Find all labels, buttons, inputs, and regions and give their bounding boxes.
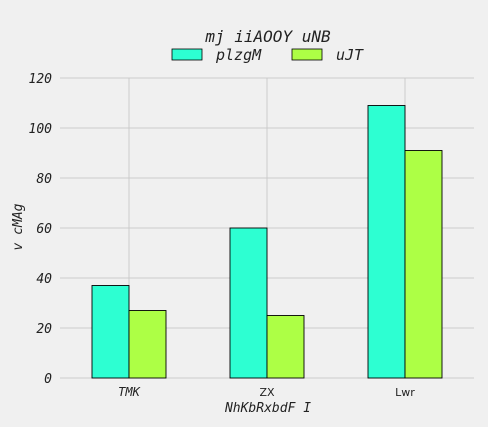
bar-uJT-Lwr	[404, 150, 443, 379]
y-axis-label: v cMAg	[11, 203, 26, 250]
y-tick-label: 40	[36, 272, 52, 287]
x-tick-label: TMK	[118, 385, 140, 399]
y-tick-label: 20	[36, 322, 52, 337]
bars	[91, 105, 443, 379]
y-tick-label: 60	[36, 222, 52, 237]
legend-swatch-uJT	[291, 48, 323, 61]
legend-label-plzgM: plzgM	[215, 46, 262, 64]
y-tick-label: 0	[44, 372, 52, 387]
bar-plzgM-TMK	[91, 285, 130, 379]
chart-title: mj iiAOOY uNB	[204, 27, 331, 46]
legend-label-uJT: uJT	[336, 46, 364, 64]
bar-plzgM-Lwr	[367, 105, 406, 379]
bar-plzgM-ZX	[229, 227, 268, 379]
x-tick-label: Lwr	[395, 386, 415, 399]
legend-swatch-plzgM	[171, 48, 203, 61]
x-axis-label: NhKbRxbdF I	[224, 401, 311, 416]
y-tick-label: 100	[29, 122, 53, 137]
x-tick-labels: TMK ZX Lwr	[118, 385, 415, 399]
bar-uJT-ZX	[266, 315, 305, 379]
y-tick-label: 80	[36, 172, 52, 187]
x-tick-label: ZX	[259, 386, 275, 399]
bar-uJT-TMK	[128, 310, 167, 379]
y-tick-labels: 0 20 40 60 80 100 120	[29, 72, 53, 387]
y-tick-label: 120	[29, 72, 53, 87]
legend: plzgM uJT	[171, 46, 364, 64]
